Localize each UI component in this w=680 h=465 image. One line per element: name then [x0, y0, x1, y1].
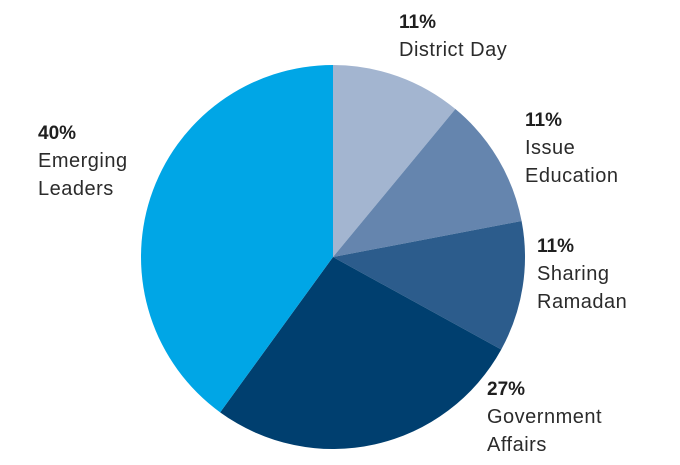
- slice-label-line: Education: [525, 165, 619, 187]
- slice-label-line: Government: [487, 406, 603, 428]
- label-issue-education: 11% Issue Education: [525, 108, 618, 190]
- slice-label-line: Ramadan: [537, 291, 628, 313]
- label-emerging-leaders: 40% Emerging Leaders: [38, 121, 128, 203]
- label-district-day: 11% District Day: [399, 10, 507, 64]
- pie-slice-1: [333, 109, 522, 257]
- slice-label-line: Emerging: [38, 150, 128, 172]
- percent-label: 11%: [525, 110, 562, 131]
- pie-slice-3: [220, 257, 502, 449]
- label-government-affairs: 27% Government Affairs: [487, 377, 602, 459]
- slice-label-line: Sharing: [537, 263, 610, 285]
- percent-label: 11%: [537, 236, 574, 257]
- percent-label: 27%: [487, 379, 526, 400]
- pie-slice-0: [333, 65, 456, 257]
- slice-label-line: Affairs: [487, 434, 547, 456]
- slice-label-line: Issue: [525, 137, 576, 159]
- percent-label: 11%: [399, 12, 436, 33]
- label-sharing-ramadan: 11% Sharing Ramadan: [537, 234, 627, 316]
- pie-slice-2: [333, 221, 525, 350]
- slice-label-line: District Day: [399, 39, 508, 61]
- pie-slices: [141, 65, 525, 449]
- slice-label-line: Leaders: [38, 178, 114, 200]
- percent-label: 40%: [38, 123, 77, 144]
- pie-slice-4: [141, 65, 333, 413]
